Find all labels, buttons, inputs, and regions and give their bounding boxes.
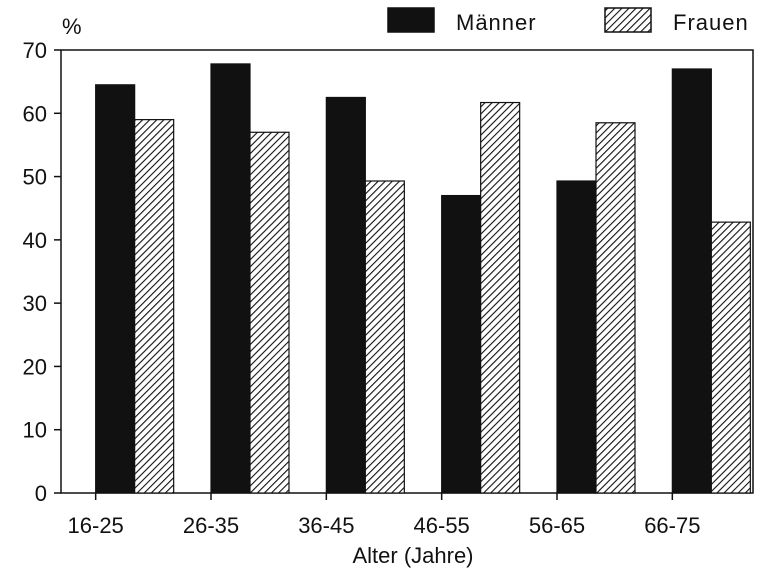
bar-frauen-36-45 [364,180,405,494]
legend: Männer Frauen [387,7,749,35]
bar-frauen-66-75 [710,221,751,494]
x-axis-label: Alter (Jahre) [352,543,473,568]
y-tick-label: 60 [23,101,47,126]
y-tick-label: 50 [23,165,47,190]
x-tick-label: 46-55 [414,513,470,538]
y-axis-label: % [62,14,82,39]
x-tick-label: 56-65 [529,513,585,538]
plot-frame [60,49,754,494]
y-tick-label: 20 [23,354,47,379]
bar-maenner-26-35 [210,63,251,494]
x-tick-label: 36-45 [298,513,354,538]
y-tick-label: 0 [35,481,47,506]
bar-maenner-46-55 [441,194,482,494]
bar-frauen-56-65 [595,122,636,494]
x-tick-label: 66-75 [644,513,700,538]
bars [95,63,751,494]
x-tick-label: 26-35 [183,513,239,538]
legend-swatch-maenner [387,7,435,33]
x-axis: 16-25 26-35 36-45 46-55 56-65 66-75 [68,493,700,538]
bar-maenner-66-75 [671,68,712,494]
bar-frauen-46-55 [480,101,521,494]
bar-maenner-56-65 [556,180,597,494]
legend-label-frauen: Frauen [673,10,749,35]
bar-maenner-36-45 [325,96,366,494]
y-tick-label: 30 [23,291,47,316]
bar-frauen-16-25 [134,119,175,494]
x-tick-label: 16-25 [68,513,124,538]
y-tick-label: 40 [23,228,47,253]
y-axis: 0 10 20 30 40 50 60 70 [23,38,61,506]
legend-swatch-frauen [604,7,652,33]
y-tick-label: 70 [23,38,47,63]
bar-frauen-26-35 [249,131,290,494]
y-tick-label: 10 [23,418,47,443]
legend-label-maenner: Männer [456,10,537,35]
bar-maenner-16-25 [95,84,136,494]
